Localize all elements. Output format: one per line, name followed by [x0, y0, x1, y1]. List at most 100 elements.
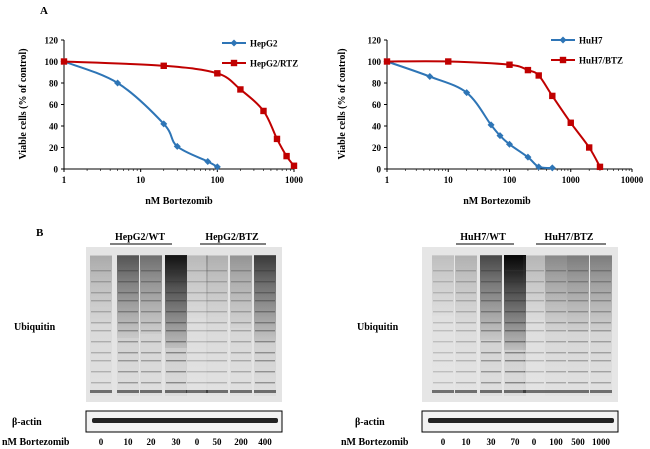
lane-band — [591, 322, 611, 324]
lane-band — [187, 371, 207, 373]
lane-band — [255, 330, 275, 332]
lane-band — [91, 292, 111, 294]
lane-band — [568, 330, 588, 332]
y-tick-label: 80 — [372, 79, 382, 89]
lane-band — [481, 322, 501, 324]
lane-band — [433, 371, 453, 373]
y-tick-label: 20 — [372, 143, 382, 153]
blot-lane — [523, 255, 545, 396]
lane-band — [231, 330, 251, 332]
series-line-huh7 — [386, 60, 553, 169]
lane-band — [255, 270, 275, 272]
data-point — [204, 157, 212, 165]
data-point — [283, 152, 290, 160]
lane-bottom-band — [140, 390, 162, 393]
lane-band — [166, 311, 186, 313]
data-point — [585, 144, 593, 151]
lane-band — [118, 330, 138, 332]
lane-band — [187, 360, 207, 362]
legend-label: HuH7/BTZ — [579, 56, 623, 66]
y-tick-label: 40 — [49, 122, 59, 132]
legend-marker — [230, 39, 238, 47]
lane-band — [481, 270, 501, 272]
lane-bottom-band — [90, 390, 112, 393]
lane-bottom-band — [455, 390, 477, 393]
lane-band — [231, 322, 251, 324]
lane-band — [456, 371, 476, 373]
lane-band — [568, 311, 588, 313]
lane-band — [456, 360, 476, 362]
lane-bottom-band — [165, 390, 187, 393]
data-point — [426, 73, 434, 81]
data-point — [160, 120, 168, 128]
lane-band — [207, 382, 227, 384]
y-tick-label: 100 — [368, 57, 382, 67]
lane-band — [166, 330, 186, 332]
lane-band — [187, 300, 207, 302]
lane-band — [255, 352, 275, 354]
data-point — [445, 58, 452, 65]
lane-band — [433, 281, 453, 283]
lane-band — [187, 311, 207, 313]
lane-top — [504, 255, 526, 350]
blot-right-protein-label: Ubiquitin — [357, 322, 399, 333]
lane-band — [524, 300, 544, 302]
dose-label: 30 — [487, 437, 497, 447]
lane-band — [568, 300, 588, 302]
lane-band — [255, 371, 275, 373]
lane-band — [231, 382, 251, 384]
chart2-series — [383, 58, 604, 172]
lane-band — [187, 382, 207, 384]
chart-huh7: Viable cells (% of control) nM Bortezomi… — [337, 36, 644, 208]
lane-band — [91, 382, 111, 384]
blot-left-lanes — [90, 255, 276, 396]
lane-band — [591, 270, 611, 272]
lane-band — [505, 311, 525, 313]
lane-band — [231, 270, 251, 272]
blot-lane — [206, 255, 228, 396]
lane-bottom-band — [567, 390, 589, 393]
lane-band — [118, 360, 138, 362]
lane-band — [456, 352, 476, 354]
data-point — [114, 79, 122, 87]
blot-right: HuH7/WT HuH7/BTZ Ubiquitin β-actin nM Bo… — [341, 232, 619, 448]
chart1-ylabel: Viable cells (% of control) — [18, 48, 29, 159]
lane-band — [591, 382, 611, 384]
lane-band — [591, 311, 611, 313]
lane-band — [456, 270, 476, 272]
lane-bottom-band — [254, 390, 276, 393]
lane-band — [546, 360, 566, 362]
lane-band — [207, 311, 227, 313]
lane-band — [207, 330, 227, 332]
lane-bottom-band — [545, 390, 567, 393]
x-tick-label: 1 — [385, 175, 390, 185]
lane-band — [118, 311, 138, 313]
lane-band — [118, 352, 138, 354]
dose-label: 400 — [258, 437, 272, 447]
lane-bottom-band — [504, 390, 526, 393]
lane-bottom-band — [523, 390, 545, 393]
lane-band — [91, 281, 111, 283]
lane-band — [207, 300, 227, 302]
lane-band — [505, 281, 525, 283]
chart2-legend: HuH7 HuH7/BTZ — [551, 36, 623, 66]
lane-band — [546, 322, 566, 324]
lane-top — [165, 255, 187, 348]
lane-band — [456, 300, 476, 302]
lane-top — [117, 255, 139, 338]
lane-band — [91, 311, 111, 313]
legend-label: HepG2/RTZ — [250, 59, 298, 69]
lane-band — [505, 330, 525, 332]
lane-band — [568, 371, 588, 373]
lane-band — [166, 360, 186, 362]
lane-band — [433, 311, 453, 313]
lane-band — [166, 270, 186, 272]
x-tick-label: 100 — [503, 175, 517, 185]
x-tick-label: 10000 — [621, 175, 644, 185]
lane-band — [433, 292, 453, 294]
lane-band — [524, 352, 544, 354]
lane-top — [432, 255, 454, 316]
data-point — [567, 119, 574, 126]
data-point — [496, 132, 504, 140]
lane-band — [505, 352, 525, 354]
